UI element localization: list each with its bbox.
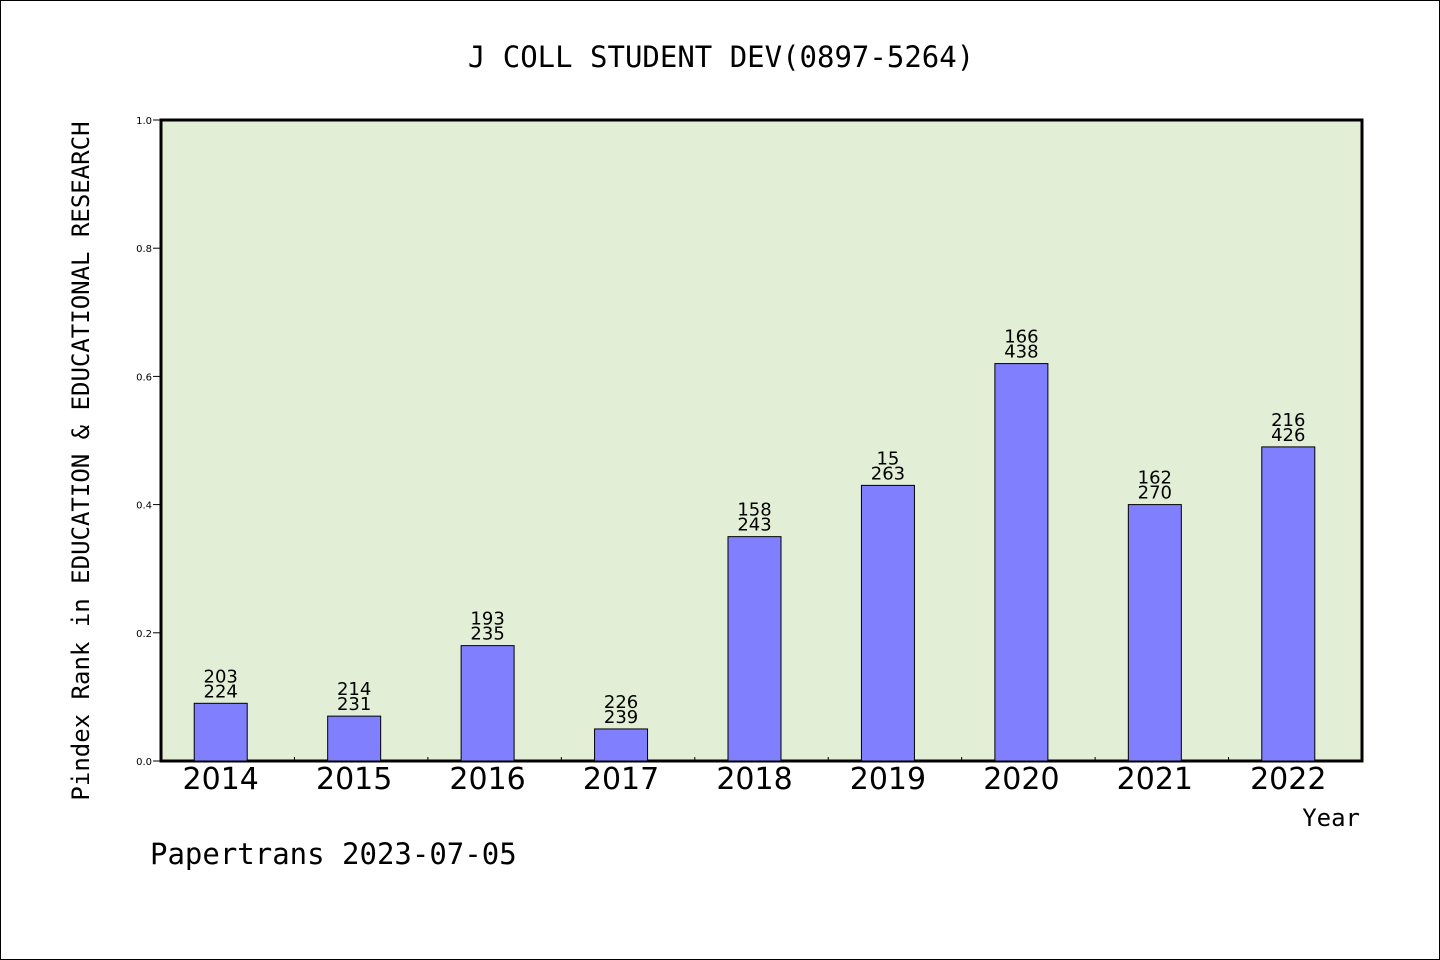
bar-2020 xyxy=(994,363,1049,762)
bar-2017 xyxy=(594,728,649,762)
y-tick-label: 0.2 xyxy=(136,629,152,640)
bars xyxy=(193,363,1316,762)
bar-2022 xyxy=(1261,446,1316,762)
chart-title: J COLL STUDENT DEV(0897-5264) xyxy=(468,40,974,74)
data-label-bottom: 270 xyxy=(1138,483,1172,504)
data-label-bottom: 235 xyxy=(470,624,504,645)
data-label-bottom: 438 xyxy=(1004,342,1038,363)
data-label-top: 193 xyxy=(470,609,504,630)
x-tick-label: 2022 xyxy=(1250,762,1326,797)
bar-2019 xyxy=(860,484,915,762)
data-label-top: 226 xyxy=(604,692,638,713)
footer-credit: Papertrans 2023-07-05 xyxy=(150,837,517,871)
y-tick-label: 0.6 xyxy=(136,372,152,383)
data-label-top: 15 xyxy=(876,448,899,469)
data-label-bottom: 243 xyxy=(737,515,771,536)
x-tick-label: 2015 xyxy=(316,762,392,797)
x-tick-label: 2017 xyxy=(583,762,659,797)
data-label-top: 203 xyxy=(204,666,238,687)
y-tick-label: 0.8 xyxy=(136,244,152,255)
x-tick-label: 2014 xyxy=(183,762,259,797)
x-tick-label: 2020 xyxy=(983,762,1059,797)
bar-2016 xyxy=(460,645,515,762)
data-label-bottom: 224 xyxy=(204,681,238,702)
y-tick-label: 0.4 xyxy=(136,501,152,512)
y-axis-ticks: 0.0 0.2 0.4 0.6 0.8 1.0 xyxy=(136,116,161,768)
x-axis-label: Year xyxy=(1302,804,1360,832)
x-tick-label: 2021 xyxy=(1117,762,1193,797)
data-label-top: 166 xyxy=(1004,327,1038,348)
y-tick-label: 0.0 xyxy=(136,757,152,768)
data-label-top: 158 xyxy=(737,500,771,521)
bar-2021 xyxy=(1127,504,1182,762)
bar-2018 xyxy=(727,536,782,762)
y-axis-label: Pindex Rank in EDUCATION & EDUCATIONAL R… xyxy=(67,121,95,800)
data-label-bottom: 239 xyxy=(604,707,638,728)
x-tick-label: 2018 xyxy=(716,762,792,797)
x-tick-label: 2016 xyxy=(449,762,525,797)
y-tick-label: 1.0 xyxy=(136,116,152,127)
x-tick-label: 2019 xyxy=(850,762,926,797)
data-label-bottom: 231 xyxy=(337,694,371,715)
data-label-top: 162 xyxy=(1138,468,1172,489)
bar-2015 xyxy=(327,715,382,762)
bar-2014 xyxy=(193,702,248,762)
data-label-top: 214 xyxy=(337,679,371,700)
data-label-bottom: 426 xyxy=(1271,425,1305,446)
data-label-top: 216 xyxy=(1271,410,1305,431)
data-label-bottom: 263 xyxy=(871,463,905,484)
x-axis-ticks: 2014 2015 2016 2017 2018 2019 2020 2021 2022 xyxy=(183,757,1326,797)
